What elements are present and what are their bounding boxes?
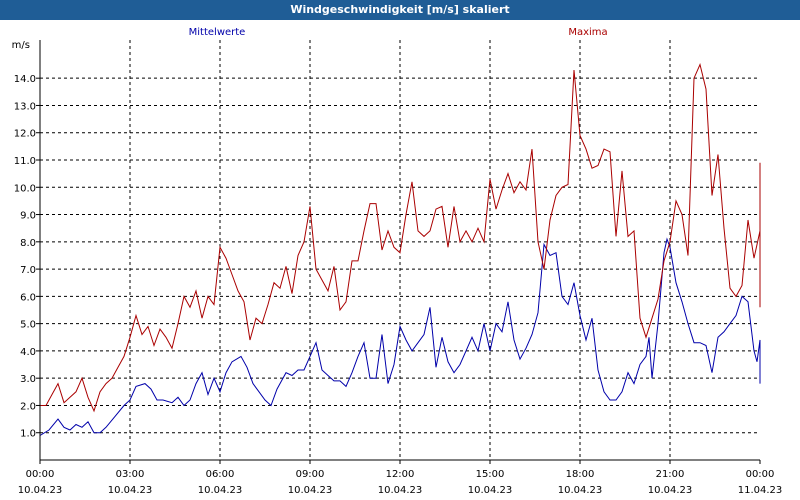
grid <box>40 40 760 460</box>
y-tick-label: 1.0 <box>20 429 36 440</box>
legend-maxima: Maxima <box>568 27 607 38</box>
y-tick-label: 11.0 <box>14 156 36 167</box>
y-tick-label: 12.0 <box>14 129 36 140</box>
series-line-mittelwerte <box>39 237 761 436</box>
y-tick-label: 7.0 <box>20 265 36 276</box>
y-tick-label: 8.0 <box>20 238 36 249</box>
x-tick-date: 11.04.23 <box>738 485 783 496</box>
x-tick-date: 10.04.23 <box>18 485 63 496</box>
series-lines <box>39 62 761 436</box>
y-tick-label: 6.0 <box>20 292 36 303</box>
y-tick-label: 9.0 <box>20 211 36 222</box>
y-tick-label: 2.0 <box>20 401 36 412</box>
x-tick-date: 10.04.23 <box>558 485 603 496</box>
y-tick-label: 4.0 <box>20 347 36 358</box>
x-tick-date: 10.04.23 <box>648 485 693 496</box>
x-tick-time: 09:00 <box>296 469 325 480</box>
legend-mittelwerte: Mittelwerte <box>189 27 246 38</box>
y-tick-label: 13.0 <box>14 101 36 112</box>
y-tick-label: 14.0 <box>14 74 36 85</box>
series-line-maxima <box>40 62 761 413</box>
x-tick-time: 00:00 <box>26 469 55 480</box>
x-tick-date: 10.04.23 <box>468 485 513 496</box>
y-tick-label: 10.0 <box>14 183 36 194</box>
x-tick-date: 10.04.23 <box>378 485 423 496</box>
y-tick-label: 3.0 <box>20 374 36 385</box>
x-tick-date: 10.04.23 <box>198 485 243 496</box>
chart-background <box>0 20 800 500</box>
y-tick-label: 5.0 <box>20 320 36 331</box>
chart-area: 1.0 2.0 3.0 4.0 5.0 6.0 7.0 8.0 9.0 10.0 11.0 12.0 1… <box>0 20 800 500</box>
x-tick-time: 21:00 <box>656 469 685 480</box>
x-axis-ticks: 00:00 10.04.23 03:00 10.04.23 06:00 10.04.23 0… <box>18 460 783 496</box>
chart-title: Windgeschwindigkeit [m/s] skaliert <box>0 0 800 20</box>
x-tick-time: 12:00 <box>386 469 415 480</box>
y-axis-label: m/s <box>12 40 30 51</box>
x-tick-time: 18:00 <box>566 469 595 480</box>
x-tick-time: 06:00 <box>206 469 235 480</box>
x-tick-date: 10.04.23 <box>108 485 153 496</box>
x-tick-date: 10.04.23 <box>288 485 333 496</box>
x-tick-time: 15:00 <box>476 469 505 480</box>
x-tick-time: 00:00 <box>746 469 775 480</box>
x-tick-time: 03:00 <box>116 469 145 480</box>
y-axis-ticks: 1.0 2.0 3.0 4.0 5.0 6.0 7.0 8.0 9.0 10.0 11.0 12.0 1… <box>14 74 40 440</box>
